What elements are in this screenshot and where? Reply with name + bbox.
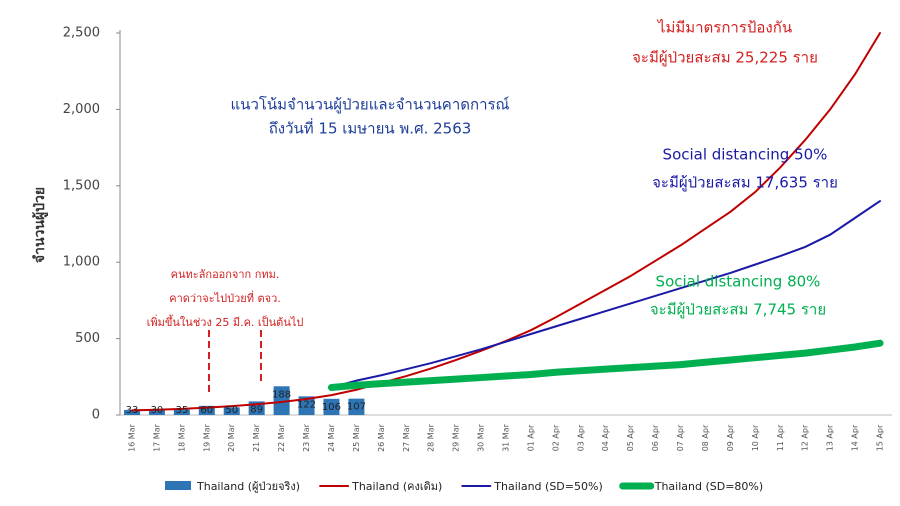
y-tick-label: 2,500 [63,26,100,41]
y-tick-label: 500 [75,331,100,346]
annotation: ถึงวันที่ 15 เมษายน พ.ศ. 2563 [269,118,472,138]
y-tick-label: 1,500 [63,178,100,193]
annotation: คาดว่าจะไปป่วยที่ ตจว. [169,290,281,305]
bar [273,386,290,415]
x-tick-label: 03 Apr [576,424,585,451]
data-label: 188 [272,389,291,400]
bar [323,398,340,415]
x-tick-label: 26 Mar [377,423,386,452]
annotation: จะมีผู้ป่วยสะสม 7,745 ราย [650,301,826,319]
x-tick-label: 29 Mar [452,423,461,452]
line [327,339,884,391]
annotation: Social distancing 80% [656,273,821,291]
legend-label: Thailand (SD=50%) [493,480,602,493]
legend-swatch [165,481,191,490]
x-tick-label: 13 Apr [826,424,835,451]
annotation: ไม่มีมาตรการป้องกัน [657,19,792,37]
data-label: 30 [151,405,164,416]
annotation: Social distancing 50% [663,146,828,164]
data-label: 33 [126,405,139,416]
x-tick-label: 15 Apr [876,424,885,451]
y-tick-label: 2,000 [63,102,100,117]
x-tick-label: 19 Mar [202,423,211,452]
annotation: แนวโน้มจำนวนผู้ป่วยและจำนวนคาดการณ์ [231,96,510,114]
x-tick-label: 10 Apr [751,424,760,451]
annotation: จะมีผู้ป่วยสะสม 25,225 ราย [632,49,818,67]
x-tick-label: 23 Mar [302,423,311,452]
data-label: 35 [175,405,188,416]
data-label: 50 [225,405,238,416]
y-tick-label: 1,000 [63,255,100,270]
data-label: 122 [297,399,316,410]
x-tick-label: 24 Mar [327,423,336,452]
x-tick-label: 28 Mar [427,423,436,452]
bar [298,396,315,415]
x-tick-label: 02 Apr [551,424,560,451]
x-tick-label: 16 Mar [128,423,137,452]
x-tick-label: 31 Mar [502,423,511,452]
x-tick-label: 08 Apr [701,424,710,451]
x-tick-label: 06 Apr [651,424,660,451]
x-tick-label: 22 Mar [277,423,286,452]
data-label: 106 [322,402,341,413]
y-tick-label: 0 [92,408,100,423]
x-tick-label: 27 Mar [402,423,411,452]
x-tick-label: 07 Apr [676,424,685,451]
x-tick-label: 12 Apr [801,424,810,451]
data-label: 107 [347,402,366,413]
bar [148,410,165,415]
x-tick-label: 17 Mar [152,423,161,452]
x-tick-label: 25 Mar [352,423,361,452]
x-tick-label: 20 Mar [227,423,236,452]
annotation: คนทะลักออกจาก กทม. [171,268,280,281]
bar [348,398,365,415]
bar [173,409,190,415]
annotation: เพิ่มขึ้นในช่วง 25 มี.ค. เป็นต้นไป [147,314,304,329]
legend-label: Thailand (SD=80%) [654,480,763,493]
bar [124,409,140,415]
x-tick-label: 01 Apr [526,424,535,451]
x-tick-label: 04 Apr [601,424,610,451]
x-tick-label: 11 Apr [776,424,785,451]
x-tick-label: 18 Mar [177,423,186,452]
x-tick-label: 30 Mar [477,423,486,452]
bar [223,407,240,415]
y-axis-label: จำนวนผู้ป่วย [32,187,48,263]
legend-label: Thailand (ผู้ป่วยจริง) [196,480,300,493]
data-label: 89 [250,404,263,415]
x-tick-label: 05 Apr [626,424,635,451]
x-tick-label: 21 Mar [252,423,261,452]
legend-label: Thailand (คงเดิม) [351,480,442,493]
line [330,200,881,389]
bar [198,405,215,415]
annotation: จะมีผู้ป่วยสะสม 17,635 ราย [652,174,838,192]
x-tick-label: 09 Apr [726,424,735,451]
data-label: 60 [200,405,213,416]
x-tick-label: 14 Apr [851,424,860,451]
